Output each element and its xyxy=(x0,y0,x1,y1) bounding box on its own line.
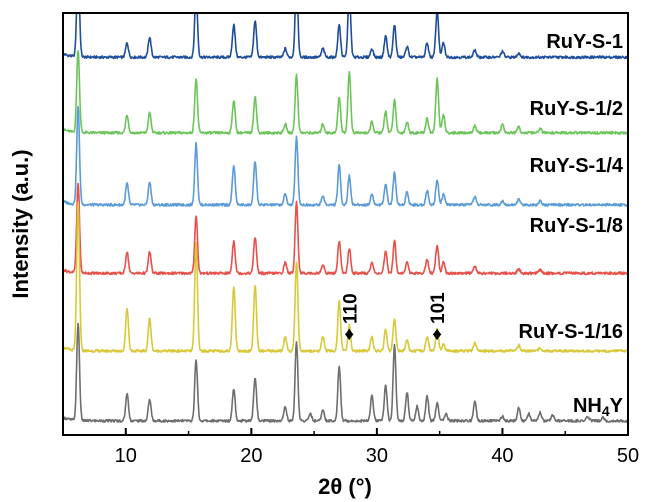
annotation-label-0: 110 xyxy=(340,293,361,324)
series-label-2: RuY-S-1/4 xyxy=(530,155,624,177)
series-line-2 xyxy=(63,105,628,207)
series-line-4 xyxy=(63,201,628,354)
x-tick-label-2: 30 xyxy=(366,445,388,467)
series-layer xyxy=(63,13,628,423)
series-label-4: RuY-S-1/16 xyxy=(519,321,623,343)
x-axis-ticks: 10 20 30 40 50 xyxy=(62,428,639,467)
plot-frame xyxy=(62,12,629,436)
x-tick-label-0: 10 xyxy=(115,445,137,467)
series-line-1 xyxy=(63,50,628,135)
y-axis-title: Intensity (a.u.) xyxy=(8,149,33,298)
series-label-0: RuY-S-1 xyxy=(546,31,623,53)
series-line-0 xyxy=(63,13,628,60)
series-label-5: NH4Y xyxy=(573,395,624,419)
annotation-marker-0: ♦ xyxy=(344,324,354,345)
series-label-3: RuY-S-1/8 xyxy=(530,215,623,237)
series-label-layer: RuY-S-1 RuY-S-1/2 RuY-S-1/4 RuY-S-1/8 RuY-S-… xyxy=(519,31,624,419)
x-axis-title: 2θ (°) xyxy=(318,474,372,499)
series-line-3 xyxy=(63,182,628,276)
series-label-1: RuY-S-1/2 xyxy=(530,98,623,120)
x-tick-label-4: 50 xyxy=(617,445,639,467)
series-line-5 xyxy=(63,322,628,423)
x-tick-label-3: 40 xyxy=(491,445,513,467)
annotation-layer: ♦110♦101 xyxy=(340,292,449,345)
x-tick-label-1: 20 xyxy=(240,445,262,467)
annotation-label-1: 101 xyxy=(428,292,449,324)
annotation-marker-1: ♦ xyxy=(432,324,442,345)
